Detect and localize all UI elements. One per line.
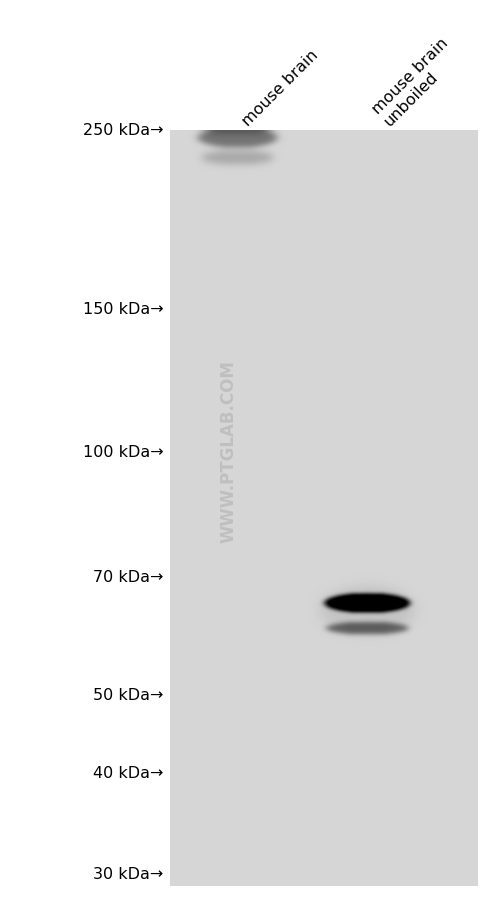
Text: WWW.PTGLAB.COM: WWW.PTGLAB.COM bbox=[219, 360, 237, 542]
Text: 30 kDa→: 30 kDa→ bbox=[93, 866, 163, 880]
Text: 40 kDa→: 40 kDa→ bbox=[93, 765, 163, 780]
Text: 150 kDa→: 150 kDa→ bbox=[83, 302, 163, 318]
Text: mouse brain
unboiled: mouse brain unboiled bbox=[369, 35, 463, 129]
Text: 50 kDa→: 50 kDa→ bbox=[93, 686, 163, 702]
Text: 100 kDa→: 100 kDa→ bbox=[83, 444, 163, 459]
Text: 250 kDa→: 250 kDa→ bbox=[83, 124, 163, 138]
Text: 70 kDa→: 70 kDa→ bbox=[93, 569, 163, 584]
Text: mouse brain: mouse brain bbox=[240, 48, 322, 129]
